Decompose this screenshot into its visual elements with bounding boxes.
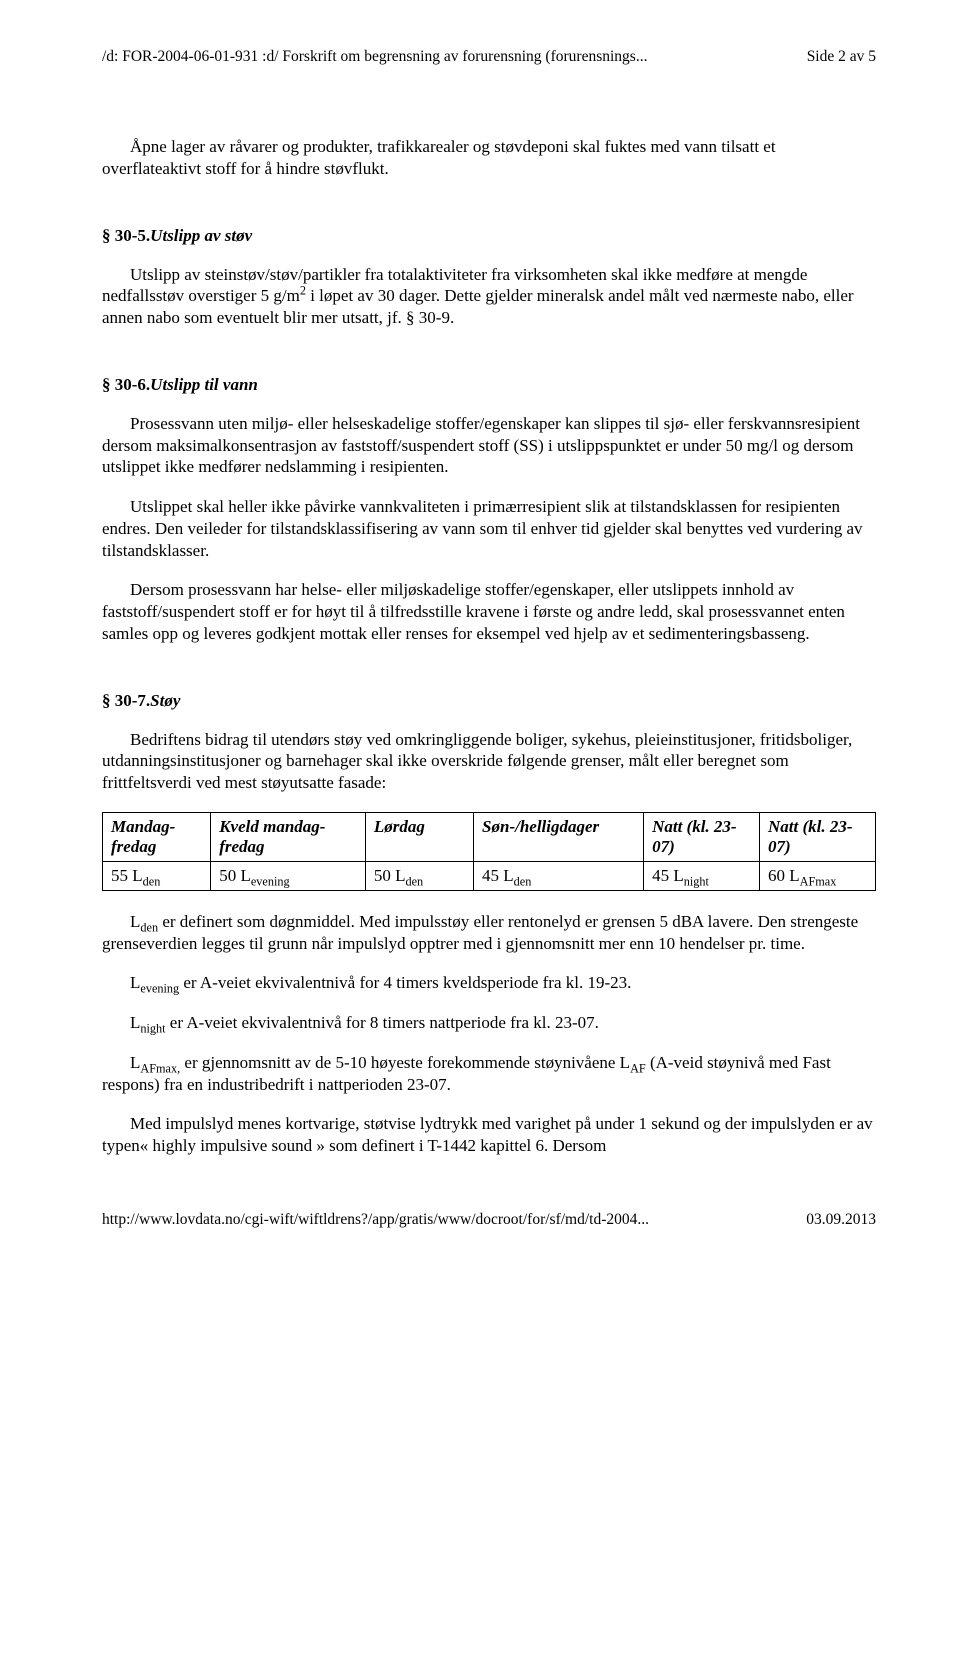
cell-value: 45 L: [652, 866, 684, 885]
header-right: Side 2 av 5: [807, 48, 876, 66]
sym-sub: AFmax,: [140, 1061, 180, 1075]
sym-mid: er gjennomsnitt av de 5-10 høyeste forek…: [180, 1053, 630, 1072]
cell-value: 45 L: [482, 866, 514, 885]
section-number: § 30-5.: [102, 226, 150, 245]
section-number: § 30-7.: [102, 691, 150, 710]
cell-sub: evening: [251, 874, 290, 888]
table-header: Natt (kl. 23-07): [644, 812, 760, 861]
footer-url: http://www.lovdata.no/cgi-wift/wiftldren…: [102, 1211, 649, 1229]
section-title: Utslipp til vann: [150, 375, 258, 394]
section-30-5-para: Utslipp av steinstøv/støv/partikler fra …: [102, 264, 876, 329]
cell-value: 60 L: [768, 866, 800, 885]
section-title: Utslipp av støv: [150, 226, 252, 245]
table-row: 55 Lden 50 Levening 50 Lden 45 Lden 45 L…: [103, 861, 876, 890]
cell-value: 50 L: [219, 866, 251, 885]
sym-sub: evening: [140, 982, 179, 996]
section-30-7-p4: Lnight er A-veiet ekvivalentnivå for 8 t…: [102, 1012, 876, 1034]
section-title: Støy: [150, 691, 180, 710]
table-cell: 45 Lden: [474, 861, 644, 890]
table-cell: 60 LAFmax: [760, 861, 876, 890]
section-30-5-heading: § 30-5.Utslipp av støv: [102, 226, 876, 246]
section-30-6-p2: Utslippet skal heller ikke påvirke vannk…: [102, 496, 876, 561]
sym-pre: L: [130, 1013, 140, 1032]
table-header: Lørdag: [365, 812, 473, 861]
sym-pre: L: [130, 1053, 140, 1072]
sym-sub: night: [140, 1021, 165, 1035]
table-header-row: Mandag-fredag Kveld mandag-fredag Lørdag…: [103, 812, 876, 861]
noise-limits-table: Mandag-fredag Kveld mandag-fredag Lørdag…: [102, 812, 876, 891]
section-number: § 30-6.: [102, 375, 150, 394]
table-header: Søn-/helligdager: [474, 812, 644, 861]
table-cell: 50 Lden: [365, 861, 473, 890]
section-30-7-heading: § 30-7.Støy: [102, 691, 876, 711]
cell-value: 50 L: [374, 866, 406, 885]
table-cell: 45 Lnight: [644, 861, 760, 890]
table-cell: 55 Lden: [103, 861, 211, 890]
section-30-6-heading: § 30-6.Utslipp til vann: [102, 375, 876, 395]
section-30-7-p1: Bedriftens bidrag til utendørs støy ved …: [102, 729, 876, 794]
header-left: /d: FOR-2004-06-01-931 :d/ Forskrift om …: [102, 48, 647, 66]
page-header: /d: FOR-2004-06-01-931 :d/ Forskrift om …: [102, 48, 876, 66]
cell-sub: night: [684, 874, 709, 888]
sym-post: er A-veiet ekvivalentnivå for 4 timers k…: [179, 973, 631, 992]
sym-post: er A-veiet ekvivalentnivå for 8 timers n…: [166, 1013, 599, 1032]
sym-sub: AF: [630, 1061, 646, 1075]
section-30-6-p3: Dersom prosessvann har helse- eller milj…: [102, 579, 876, 644]
sym-pre: L: [130, 912, 140, 931]
footer-date: 03.09.2013: [806, 1211, 876, 1229]
section-30-7-p3: Levening er A-veiet ekvivalentnivå for 4…: [102, 972, 876, 994]
page-footer: http://www.lovdata.no/cgi-wift/wiftldren…: [102, 1211, 876, 1229]
table-header: Mandag-fredag: [103, 812, 211, 861]
cell-sub: den: [405, 874, 423, 888]
sym-sub: den: [140, 920, 158, 934]
table-header: Natt (kl. 23-07): [760, 812, 876, 861]
table-cell: 50 Levening: [211, 861, 366, 890]
cell-sub: AFmax: [800, 874, 837, 888]
cell-sub: den: [143, 874, 161, 888]
sym-post: er definert som døgnmiddel. Med impulsst…: [102, 912, 858, 953]
section-30-7-p5: LAFmax, er gjennomsnitt av de 5-10 høyes…: [102, 1052, 876, 1096]
section-30-7-p6: Med impulslyd menes kortvarige, støtvise…: [102, 1113, 876, 1157]
intro-paragraph: Åpne lager av råvarer og produkter, traf…: [102, 136, 876, 180]
section-30-6-p1: Prosessvann uten miljø- eller helseskade…: [102, 413, 876, 478]
sym-pre: L: [130, 973, 140, 992]
cell-sub: den: [514, 874, 532, 888]
cell-value: 55 L: [111, 866, 143, 885]
section-30-7-p2: Lden er definert som døgnmiddel. Med imp…: [102, 911, 876, 955]
table-header: Kveld mandag-fredag: [211, 812, 366, 861]
